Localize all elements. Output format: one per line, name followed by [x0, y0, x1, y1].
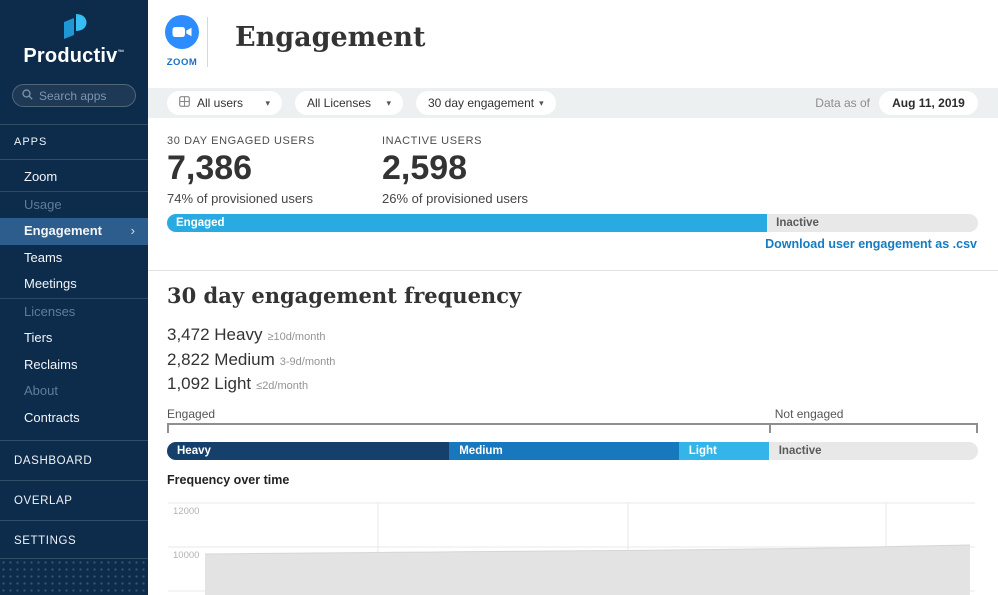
chart-area-fill	[205, 545, 970, 595]
engaged-users-stat-sub: 74% of provisioned users	[167, 191, 313, 206]
inactive-segment[interactable]: Inactive	[767, 214, 978, 232]
sidebar-texture	[0, 558, 148, 595]
medium-segment[interactable]: Medium	[449, 442, 679, 460]
frequency-stacked-bar: Heavy Medium Light Inactive	[167, 442, 978, 460]
bracket-left-tick	[167, 425, 169, 433]
frequency-row-note: ≤2d/month	[256, 380, 309, 392]
chart-area-line	[204, 544, 971, 555]
frequency-row-note: ≥10d/month	[267, 331, 326, 343]
users-filter-value: All users	[197, 96, 244, 110]
zoom-camera-icon	[165, 15, 199, 53]
light-segment[interactable]: Light	[678, 442, 769, 460]
licenses-filter-value: All Licenses	[307, 96, 372, 110]
zoom-app-badge: ZOOM	[162, 15, 202, 68]
sidebar-divider	[0, 297, 148, 299]
sidebar-item-zoom[interactable]: Zoom	[24, 169, 58, 184]
sidebar: Productiv™ APPS Zoom Usage Engagement › T…	[0, 0, 148, 595]
bracket-right-tick	[976, 425, 978, 433]
bracket-boundary-tick	[768, 425, 771, 433]
frequency-row-heavy: 3,472 Heavy ≥10d/month	[167, 323, 335, 348]
productiv-logo[interactable]: Productiv™	[0, 0, 148, 67]
frequency-breakdown-list: 3,472 Heavy ≥10d/month 2,822 Medium 3-9d/m…	[167, 323, 335, 397]
data-as-of-label: Data as of	[815, 96, 870, 110]
engaged-users-stat-label: 30 DAY ENGAGED USERS	[167, 135, 315, 147]
data-as-of-date-picker[interactable]: Aug 11, 2019	[879, 91, 978, 115]
engaged-users-stat: 30 DAY ENGAGED USERS 7,386 74% of provis…	[167, 135, 315, 206]
sidebar-divider	[0, 190, 148, 192]
frequency-row-note: 3-9d/month	[279, 355, 336, 368]
data-as-of-date: Aug 11, 2019	[892, 96, 965, 110]
users-grid-icon	[179, 96, 190, 110]
engagement-window-dropdown[interactable]: 30 day engagement ▾	[416, 91, 556, 115]
search-icon	[22, 87, 33, 105]
frequency-section-title: 30 day engagement frequency	[167, 283, 522, 308]
sidebar-item-licenses[interactable]: Licenses	[24, 303, 76, 319]
sidebar-item-label: Engagement	[24, 223, 103, 238]
sidebar-item-contracts[interactable]: Contracts	[24, 409, 80, 425]
caret-down-icon: ▾	[265, 97, 270, 108]
inactive-users-stat-label: INACTIVE USERS	[382, 135, 483, 147]
heavy-segment[interactable]: Heavy	[167, 442, 450, 460]
inactive-frequency-segment[interactable]: Inactive	[768, 442, 978, 460]
caret-down-icon: ▾	[386, 97, 391, 108]
frequency-row-main: 2,822 Medium	[167, 349, 275, 369]
licenses-filter-dropdown[interactable]: All Licenses ▾	[295, 91, 403, 115]
sidebar-search[interactable]	[12, 84, 136, 107]
header-divider	[207, 17, 208, 67]
bracket-labels: Engaged Not engaged	[167, 407, 978, 421]
sidebar-item-engagement[interactable]: Engagement ›	[0, 218, 148, 245]
sidebar-item-reclaims[interactable]: Reclaims	[24, 356, 78, 372]
download-csv-link[interactable]: Download user engagement as .csv	[765, 237, 977, 251]
sidebar-item-dashboard[interactable]: DASHBOARD	[0, 440, 148, 480]
caret-down-icon: ▾	[539, 97, 544, 108]
inactive-users-stat-sub: 26% of provisioned users	[382, 191, 528, 206]
section-divider	[148, 270, 998, 271]
frequency-row-medium: 2,822 Medium 3-9d/month	[167, 348, 335, 373]
sidebar-item-overlap[interactable]: OVERLAP	[0, 480, 148, 520]
frequency-row-main: 3,472 Heavy	[167, 325, 263, 344]
sidebar-bottom-nav: DASHBOARD OVERLAP SETTINGS	[0, 440, 148, 560]
zoom-app-label: ZOOM	[166, 57, 198, 68]
page-title: Engagement	[235, 22, 426, 53]
search-input[interactable]	[39, 88, 126, 103]
inactive-users-stat: INACTIVE USERS 2,598 26% of provisioned …	[382, 135, 528, 206]
sidebar-item-teams[interactable]: Teams	[24, 249, 63, 265]
ytick-10000: 10000	[173, 550, 199, 561]
frequency-row-main: 1,092 Light	[167, 374, 252, 393]
inactive-users-stat-value: 2,598	[382, 149, 468, 187]
productiv-logo-text: Productiv™	[23, 45, 125, 67]
trademark-symbol: ™	[117, 49, 125, 57]
sidebar-item-about[interactable]: About	[24, 383, 58, 398]
data-as-of-group: Data as of Aug 11, 2019	[815, 91, 978, 115]
frequency-row-light: 1,092 Light ≤2d/month	[167, 372, 335, 397]
sidebar-item-usage[interactable]: Usage	[24, 196, 62, 212]
filter-bar: All users ▾ All Licenses ▾ 30 day engage…	[148, 88, 998, 118]
sidebar-item-tiers[interactable]: Tiers	[24, 330, 53, 345]
ytick-12000: 12000	[173, 506, 199, 517]
chart-title: Frequency over time	[167, 473, 290, 487]
sidebar-section-apps: APPS	[0, 124, 148, 160]
sidebar-item-settings[interactable]: SETTINGS	[0, 520, 148, 560]
sidebar-item-meetings[interactable]: Meetings	[24, 276, 77, 291]
engagement-bracket	[167, 423, 978, 433]
chevron-right-icon: ›	[130, 223, 135, 238]
frequency-over-time-chart: 12000 10000	[148, 494, 998, 595]
engagement-ratio-bar: Engaged Inactive	[167, 214, 978, 232]
productiv-logo-icon	[55, 14, 93, 44]
engaged-users-stat-value: 7,386	[167, 149, 253, 187]
frequency-chart-area: 12000 10000	[168, 502, 975, 595]
users-filter-dropdown[interactable]: All users ▾	[167, 91, 282, 115]
page-header: ZOOM Engagement	[148, 0, 998, 88]
engagement-window-value: 30 day engagement	[428, 96, 535, 110]
engaged-segment[interactable]: Engaged	[167, 214, 768, 232]
sidebar-nav: Zoom Usage Engagement › Teams Meetings Li…	[0, 160, 148, 431]
not-engaged-label: Not engaged	[774, 407, 844, 421]
bracket-engaged-label: Engaged	[167, 407, 216, 421]
